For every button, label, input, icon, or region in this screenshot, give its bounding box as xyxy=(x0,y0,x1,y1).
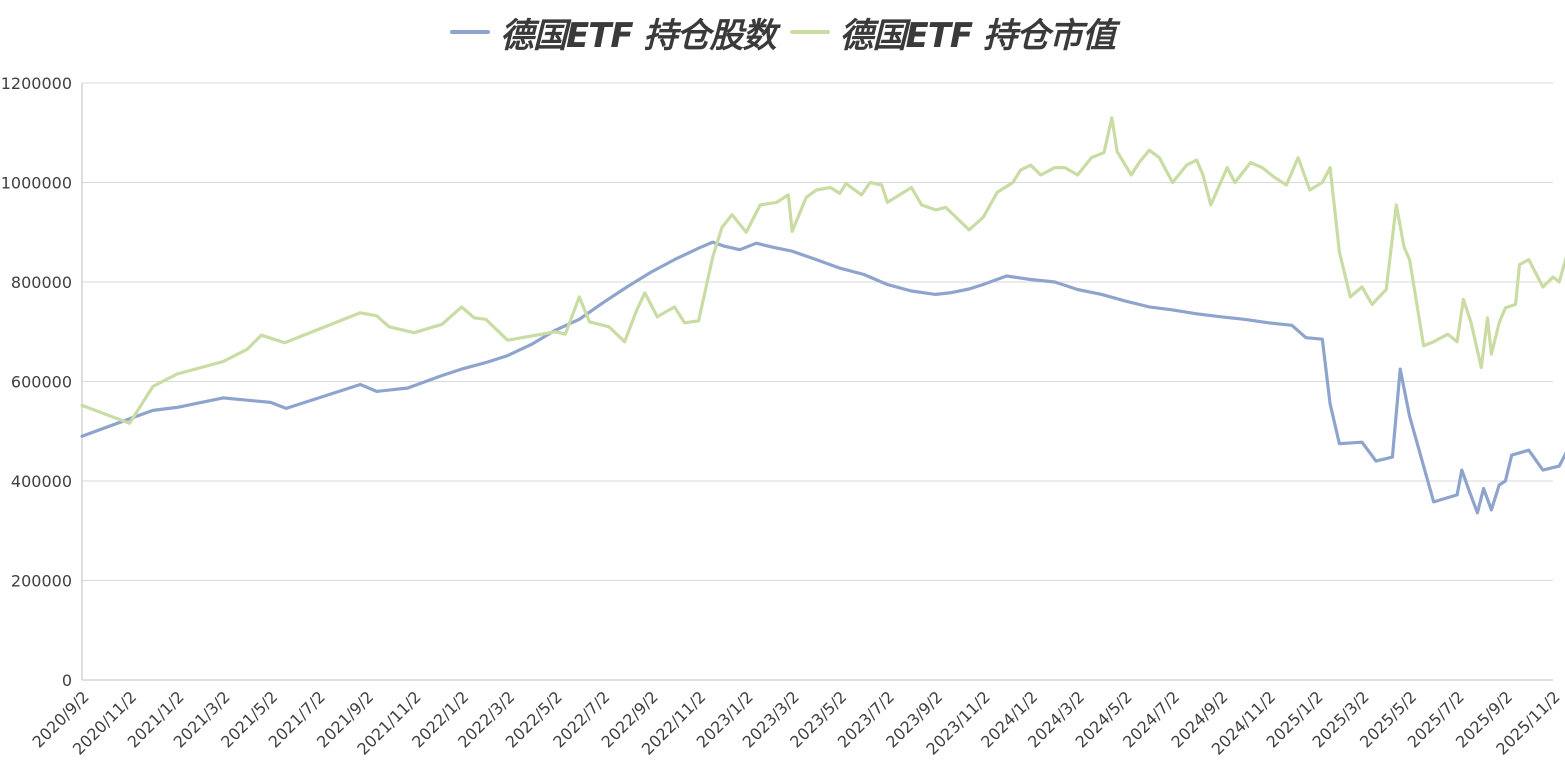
legend-item-value: 德国ETF 持仓市值 xyxy=(789,8,1116,57)
y-tick-label: 1000000 xyxy=(1,174,72,193)
y-tick-label: 1200000 xyxy=(1,74,72,93)
y-tick-label: 800000 xyxy=(11,273,72,292)
legend: 德国ETF 持仓股数 德国ETF 持仓市值 xyxy=(0,8,1565,56)
y-tick-label: 0 xyxy=(62,671,72,690)
series-line-value xyxy=(80,116,1565,425)
y-tick-label: 600000 xyxy=(11,373,72,392)
legend-swatch-value xyxy=(789,30,830,34)
legend-label-shares: 德国ETF 持仓股数 xyxy=(500,15,776,56)
legend-item-shares: 德国ETF 持仓股数 xyxy=(450,8,777,57)
legend-swatch-shares xyxy=(450,30,491,34)
series-line-shares xyxy=(80,240,1565,515)
y-tick-label: 200000 xyxy=(11,572,72,591)
y-tick-label: 400000 xyxy=(11,472,72,491)
legend-label-value: 德国ETF 持仓市值 xyxy=(839,15,1116,56)
